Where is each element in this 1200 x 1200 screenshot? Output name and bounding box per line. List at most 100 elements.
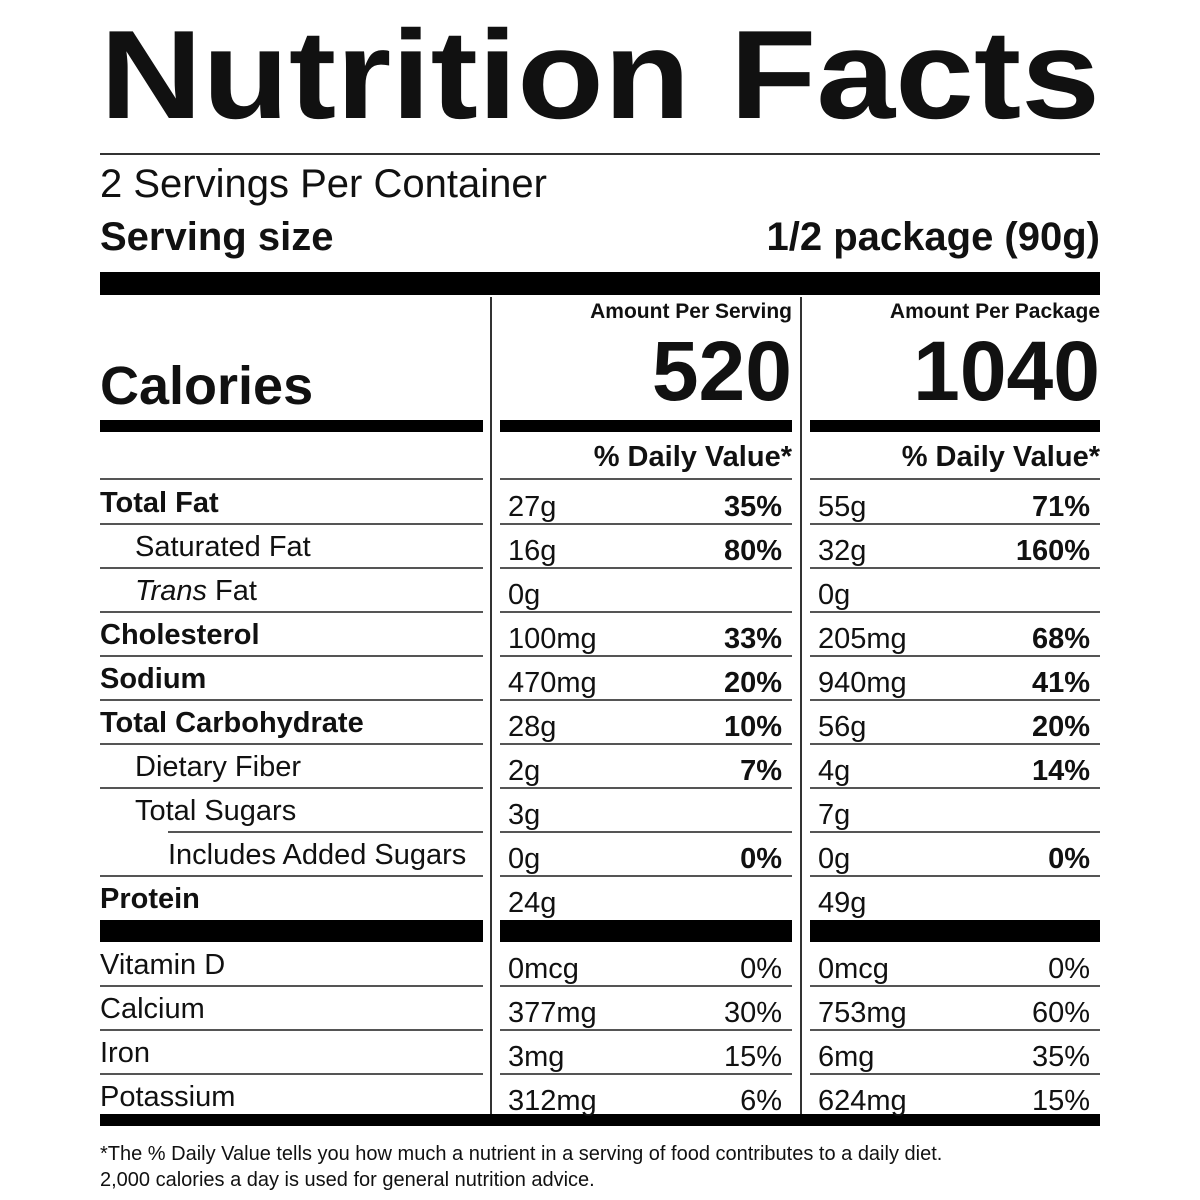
bar: [500, 420, 792, 432]
amount: 753mg: [818, 997, 907, 1029]
nutrient-name: Sodium: [100, 663, 206, 695]
bar: [100, 1114, 1100, 1126]
daily-value: 33%: [724, 623, 782, 655]
rule: [100, 1029, 483, 1031]
bar: [810, 420, 1100, 432]
amount: 49g: [818, 887, 866, 919]
amount: 312mg: [508, 1085, 597, 1117]
amount: 3g: [508, 799, 540, 831]
daily-value: 0%: [740, 953, 782, 985]
daily-value: 14%: [1032, 755, 1090, 787]
nutrient-name: Calcium: [100, 993, 205, 1025]
daily-value: 35%: [1032, 1041, 1090, 1073]
rule: [810, 523, 1100, 525]
rule: [500, 1029, 792, 1031]
daily-value: 20%: [724, 667, 782, 699]
rule: [810, 699, 1100, 701]
rule: [100, 875, 483, 877]
amount: 0mcg: [508, 953, 579, 985]
nutrient-name-text: Protein: [100, 883, 200, 915]
dv-header: % Daily Value*: [902, 441, 1101, 473]
nutrient-name-text: Total Fat: [100, 487, 219, 519]
rule: [500, 611, 792, 613]
rule: [500, 523, 792, 525]
amount: 624mg: [818, 1085, 907, 1117]
rule: [100, 985, 483, 987]
amount: 28g: [508, 711, 556, 743]
rule: [810, 985, 1100, 987]
rule: [100, 567, 483, 569]
thick-bar: [100, 272, 1100, 295]
nutrient-name-text: Total Carbohydrate: [100, 707, 364, 739]
daily-value: 0%: [1048, 843, 1090, 875]
bar: [500, 920, 792, 942]
rule: [100, 699, 483, 701]
rule: [100, 1073, 483, 1075]
rule: [500, 743, 792, 745]
daily-value: 6%: [740, 1085, 782, 1117]
daily-value: 20%: [1032, 711, 1090, 743]
nutrient-name-text: Saturated Fat: [135, 531, 311, 563]
amount: 16g: [508, 535, 556, 567]
amount: 4g: [818, 755, 850, 787]
amount: 940mg: [818, 667, 907, 699]
nutrient-name-text: Total Sugars: [135, 795, 296, 827]
daily-value: 0%: [740, 843, 782, 875]
daily-value: 71%: [1032, 491, 1090, 523]
amount: 0g: [508, 579, 540, 611]
nutrient-name: Saturated Fat: [135, 531, 311, 563]
rule: [500, 831, 792, 833]
rule: [100, 153, 1100, 155]
rule: [810, 1073, 1100, 1075]
rule: [810, 611, 1100, 613]
nutrient-name: Includes Added Sugars: [168, 839, 466, 871]
rule: [810, 478, 1100, 480]
daily-value: 30%: [724, 997, 782, 1029]
daily-value: 15%: [1032, 1085, 1090, 1117]
amount: 2g: [508, 755, 540, 787]
nutrient-name: Cholesterol: [100, 619, 260, 651]
amount: 470mg: [508, 667, 597, 699]
rule: [500, 1073, 792, 1075]
rule: [100, 611, 483, 613]
rule: [100, 523, 483, 525]
rule: [100, 743, 483, 745]
rule: [100, 655, 483, 657]
column-divider: [800, 297, 802, 1114]
title: Nutrition Facts: [100, 4, 1100, 145]
amount: 56g: [818, 711, 866, 743]
nutrient-name-text: Fat: [207, 575, 257, 607]
nutrient-name: Protein: [100, 883, 200, 915]
footnote: *The % Daily Value tells you how much a …: [100, 1143, 942, 1165]
nutrient-name: Trans Fat: [135, 575, 257, 607]
nutrient-name: Total Fat: [100, 487, 219, 519]
rule: [810, 875, 1100, 877]
calories-value: 520: [652, 324, 792, 418]
amount: 205mg: [818, 623, 907, 655]
bar: [100, 420, 483, 432]
rule: [810, 787, 1100, 789]
calories-label: Calories: [100, 356, 313, 416]
daily-value: 7%: [740, 755, 782, 787]
amount: 7g: [818, 799, 850, 831]
amount: 24g: [508, 887, 556, 919]
rule: [100, 478, 483, 480]
nutrient-name-text: Iron: [100, 1037, 150, 1069]
rule: [500, 655, 792, 657]
dv-header: % Daily Value*: [594, 441, 793, 473]
nutrient-name: Vitamin D: [100, 949, 225, 981]
calories-value: 1040: [913, 324, 1100, 418]
rule: [500, 478, 792, 480]
nutrient-name: Iron: [100, 1037, 150, 1069]
nutrient-name-italic: Trans: [135, 575, 207, 607]
amount: 0mcg: [818, 953, 889, 985]
rule: [810, 567, 1100, 569]
nutrient-name-text: Cholesterol: [100, 619, 260, 651]
amount: 32g: [818, 535, 866, 567]
bar: [810, 920, 1100, 942]
amount: 377mg: [508, 997, 597, 1029]
rule: [100, 787, 483, 789]
amount: 3mg: [508, 1041, 564, 1073]
